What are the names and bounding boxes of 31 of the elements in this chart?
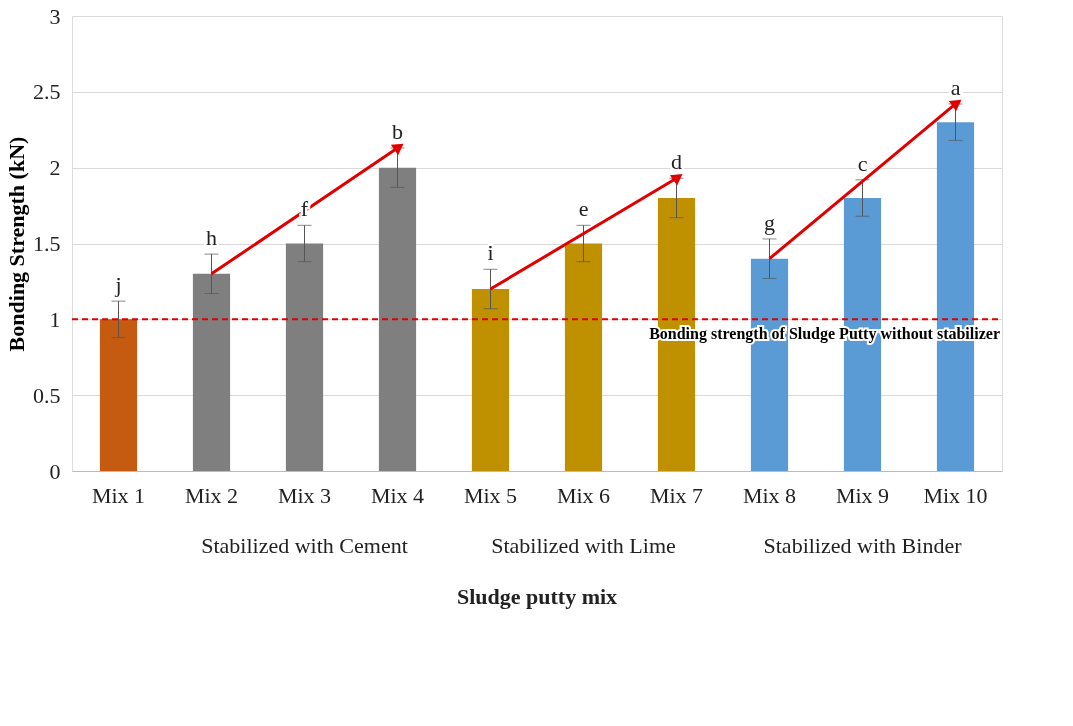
y-tick-label: 3 — [49, 3, 61, 29]
y-tick-label: 2.5 — [33, 79, 61, 105]
y-tick-label: 2 — [49, 155, 61, 181]
annotation: e — [578, 196, 589, 222]
annotation: j — [114, 272, 122, 298]
annotation: b — [392, 118, 403, 144]
annotation: h — [206, 225, 217, 251]
text: Stabilized with Lime — [491, 533, 676, 558]
x-tick-label: Mix 5 — [463, 482, 518, 508]
y-axis-title: Bonding Strength (kN) — [4, 136, 29, 352]
x-tick-label: Mix 8 — [742, 482, 797, 508]
x-axis-title: Sludge putty mix — [456, 584, 618, 609]
x-tick-label: Mix 10 — [923, 482, 988, 508]
text: Stabilized with Cement — [201, 533, 408, 558]
x-tick-label: Mix 1 — [91, 482, 146, 508]
x-tick-label: Mix 6 — [556, 482, 611, 508]
annotation: g — [764, 209, 775, 235]
y-tick-label: 1.5 — [33, 231, 61, 256]
x-tick-label: Mix 2 — [184, 482, 239, 508]
annotation: d — [671, 149, 682, 175]
annotation: a — [950, 74, 961, 100]
x-tick-label: Mix 9 — [835, 482, 890, 508]
text: Stabilized with Binder — [763, 533, 963, 558]
annotation: i — [487, 240, 494, 266]
y-tick-label: 0.5 — [33, 382, 61, 408]
y-tick-label: 0 — [49, 458, 61, 484]
y-tick-label: 1 — [49, 306, 61, 332]
x-tick-label: Mix 7 — [649, 482, 704, 508]
x-tick-label: Mix 4 — [370, 482, 425, 508]
annotation: c — [857, 150, 868, 176]
x-tick-label: Mix 3 — [277, 482, 332, 508]
